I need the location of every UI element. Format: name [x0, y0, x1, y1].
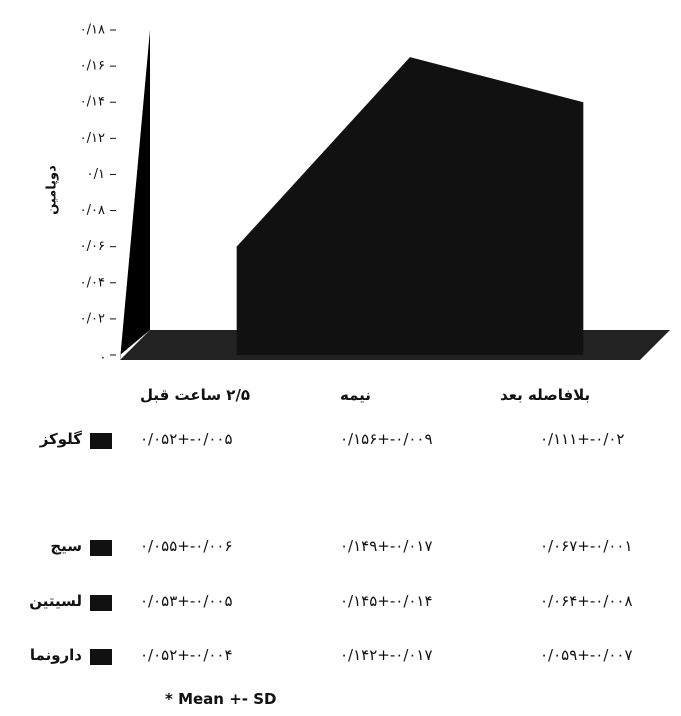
table-cell: ۰/۰۵۲+-۰/۰۰۵: [140, 430, 233, 448]
table-cell: ۰/۰۵۳+-۰/۰۰۵: [140, 592, 233, 610]
column-header: ۲/۵ ساعت قبل: [140, 386, 251, 404]
y-tick-label: ۰/۰۶: [80, 239, 105, 254]
legend-swatch: [90, 595, 112, 611]
legend-swatch: [90, 433, 112, 449]
side-wall: [120, 30, 150, 360]
y-tick-label: ۰/۰۲: [80, 311, 105, 326]
row-name: لسیتین: [29, 592, 82, 610]
table-cell: ۰/۱۱۱+-۰/۰۲: [540, 430, 625, 448]
row-name: سیج: [50, 537, 82, 555]
table-cell: ۰/۱۴۵+-۰/۰۱۴: [340, 592, 433, 610]
y-tick-label: ۰/۰۸: [80, 203, 105, 218]
y-tick-label: ۰/۱۲: [80, 131, 105, 146]
table-cell: ۰/۱۴۲+-۰/۰۱۷: [340, 646, 433, 664]
legend-swatch: [90, 540, 112, 556]
row-name: دارونما: [29, 646, 82, 664]
table-cell: ۰/۱۵۶+-۰/۰۰۹: [340, 430, 433, 448]
y-tick-label: ۰/۱۶: [80, 59, 105, 74]
y-tick-label: ۰/۱: [87, 167, 105, 182]
area: [236, 57, 584, 355]
y-tick-label: .: [101, 348, 105, 363]
y-axis-label: دوپامین: [45, 165, 60, 215]
footnote: * Mean +- SD: [165, 690, 277, 708]
row-name: گلوکز: [39, 430, 82, 448]
column-header: بلافاصله بعد: [500, 386, 591, 404]
y-tick-label: ۰/۰۴: [80, 275, 105, 290]
y-tick-label: ۰/۱۸: [80, 23, 105, 38]
column-header: نیمه: [340, 386, 371, 404]
table-cell: ۰/۰۵۲+-۰/۰۰۴: [140, 646, 233, 664]
y-tick-label: ۰/۱۴: [80, 95, 105, 110]
table-cell: ۰/۰۵۹+-۰/۰۰۷: [540, 646, 633, 664]
legend-swatch: [90, 649, 112, 665]
table-cell: ۰/۰۶۴+-۰/۰۰۸: [540, 592, 633, 610]
table-cell: ۰/۰۵۵+-۰/۰۰۶: [140, 537, 233, 555]
table-cell: ۰/۱۴۹+-۰/۰۱۷: [340, 537, 433, 555]
table-cell: ۰/۰۶۷+-۰/۰۰۱: [540, 537, 633, 555]
